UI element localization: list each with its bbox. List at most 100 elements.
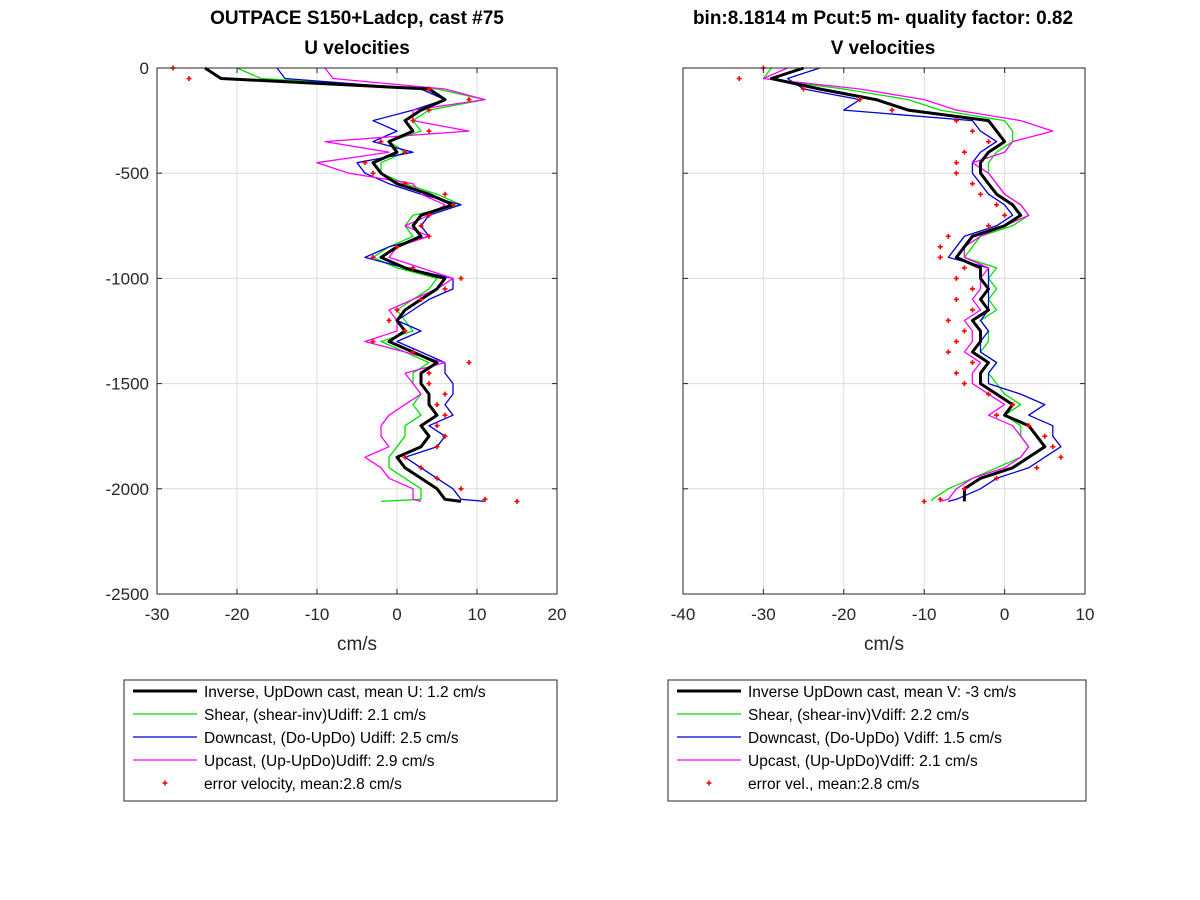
u-error-point: [434, 402, 440, 408]
u-panel-title: OUTPACE S150+Ladcp, cast #75: [210, 8, 504, 29]
v-error-point: [889, 107, 895, 113]
v-error-point: [1042, 433, 1048, 439]
u-error-point: [362, 160, 368, 166]
v-legend-box: [667, 679, 1087, 802]
x-tick-label: -10: [912, 605, 937, 624]
u-error-point: [466, 360, 472, 366]
u-legend-label: Inverse, UpDown cast, mean U: 1.2 cm/s: [204, 684, 486, 701]
u-error-point: [426, 233, 432, 239]
v-error-point: [994, 202, 1000, 208]
v-error-point: [1034, 465, 1040, 471]
v-axis-ticks: -40 -30 -20 -10 0 10: [671, 67, 1095, 624]
v-error-point: [945, 317, 951, 323]
u-error-point: [442, 191, 448, 197]
u-error-point: [458, 486, 464, 492]
u-error-point: [386, 317, 392, 323]
v-error-point: [961, 149, 967, 155]
v-error-point: [1050, 444, 1056, 450]
x-tick-label: 0: [392, 605, 401, 624]
v-panel-subtitle: V velocities: [831, 38, 936, 59]
u-x-axis-label: cm/s: [337, 634, 377, 655]
v-error-point: [953, 370, 959, 376]
u-legend-label: Shear, (shear-inv)Udiff: 2.1 cm/s: [204, 707, 426, 724]
u-error-point: [402, 181, 408, 187]
u-error-point: [394, 307, 400, 313]
u-error-point: [442, 391, 448, 397]
u-error-point: [442, 412, 448, 418]
v-error-point: [961, 486, 967, 492]
v-error-point: [953, 296, 959, 302]
u-axis-ticks: -30 -20 -10 0 10 20 0 -500 -1000 -1500 -2000 -2500: [106, 59, 567, 624]
u-error-point: [370, 170, 376, 176]
v-error-point: [969, 128, 975, 134]
u-velocity-panel: OUTPACE S150+Ladcp, cast #75 U velocitie…: [106, 8, 567, 655]
u-error-point: [426, 381, 432, 387]
v-legend-swatch: [706, 780, 712, 786]
v-legend-label: error vel., mean:2.8 cm/s: [748, 776, 920, 793]
u-error-point: [426, 128, 432, 134]
u-error-point: [434, 423, 440, 429]
u-error-point: [402, 328, 408, 334]
v-error-point: [969, 181, 975, 187]
v-error-point: [953, 339, 959, 345]
x-tick-label: -30: [751, 605, 776, 624]
v-legend: Inverse UpDown cast, mean V: -3 cm/s Shea…: [667, 679, 1087, 802]
y-tick-label: -2000: [106, 480, 149, 499]
v-error-point: [969, 360, 975, 366]
u-error-point: [410, 118, 416, 124]
u-error-point: [186, 76, 192, 82]
v-error-point: [961, 328, 967, 334]
v-error-point: [953, 118, 959, 124]
v-error-point: [937, 244, 943, 250]
x-tick-label: 0: [1000, 605, 1009, 624]
u-error-point: [442, 433, 448, 439]
u-error-point: [418, 465, 424, 471]
u-error-point: [514, 498, 520, 504]
v-error-point: [969, 307, 975, 313]
v-grid: [682, 67, 1086, 595]
u-error-point: [418, 223, 424, 229]
v-series-line-0: [769, 66, 1047, 502]
v-error-point: [994, 412, 1000, 418]
u-error-point: [370, 339, 376, 345]
u-legend-swatch: [162, 780, 168, 786]
u-error-point: [426, 370, 432, 376]
v-legend-label: Inverse UpDown cast, mean V: -3 cm/s: [748, 684, 1016, 701]
u-error-point: [458, 275, 464, 281]
u-error-point: [482, 496, 488, 502]
u-error-point: [410, 349, 416, 355]
v-plot-frame: [682, 67, 1086, 595]
v-error-point: [1026, 423, 1032, 429]
v-error-point: [857, 97, 863, 103]
y-tick-label: 0: [140, 59, 149, 78]
y-tick-label: -1500: [106, 375, 149, 394]
v-velocity-panel: bin:8.1814 m Pcut:5 m- quality factor: 0…: [671, 8, 1095, 655]
x-tick-label: -20: [832, 605, 857, 624]
u-legend-label: Downcast, (Do-UpDo) Udiff: 2.5 cm/s: [204, 730, 459, 747]
v-error-point: [969, 286, 975, 292]
u-legend-label: Upcast, (Up-UpDo)Udiff: 2.9 cm/s: [204, 753, 435, 770]
v-error-point: [953, 275, 959, 281]
v-legend-label: Upcast, (Up-UpDo)Vdiff: 2.1 cm/s: [748, 753, 978, 770]
v-error-point: [1010, 402, 1016, 408]
u-error-point: [450, 202, 456, 208]
u-error-point: [442, 286, 448, 292]
y-tick-label: -500: [115, 164, 149, 183]
v-series-group: [736, 65, 1064, 504]
u-legend-box: [123, 679, 558, 802]
y-tick-label: -1000: [106, 269, 149, 288]
u-error-point: [410, 265, 416, 271]
v-error-point: [986, 139, 992, 145]
v-error-point: [921, 498, 927, 504]
v-error-point: [937, 254, 943, 260]
u-error-point: [394, 244, 400, 250]
v-error-point: [986, 223, 992, 229]
v-error-point: [1058, 454, 1064, 460]
v-series-line-3: [762, 67, 1054, 503]
x-tick-label: 10: [1076, 605, 1095, 624]
u-error-point: [434, 475, 440, 481]
u-error-point: [402, 454, 408, 460]
u-plot-frame: [156, 67, 558, 595]
u-error-point: [402, 149, 408, 155]
